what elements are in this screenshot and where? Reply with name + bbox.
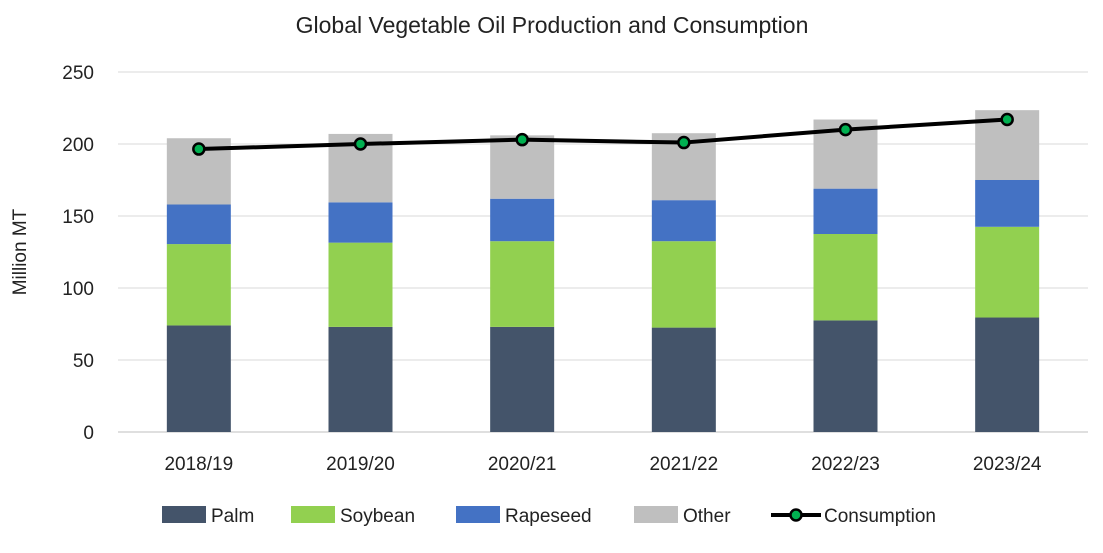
chart-title: Global Vegetable Oil Production and Cons… xyxy=(296,12,809,38)
y-tick-label: 0 xyxy=(83,423,94,444)
bar-palm xyxy=(975,317,1040,432)
x-tick-labels: 2018/19 2019/20 2020/21 2021/22 2022/23 2023/… xyxy=(164,454,1041,475)
legend-swatch xyxy=(162,506,206,523)
x-tick-label: 2023/24 xyxy=(973,454,1042,475)
x-tick-label: 2022/23 xyxy=(811,454,880,475)
bar-soybean xyxy=(166,244,231,326)
legend-label: Rapeseed xyxy=(505,506,592,527)
bar-rapeseed xyxy=(651,200,716,242)
x-tick-label: 2019/20 xyxy=(326,454,395,475)
bar-soybean xyxy=(490,241,555,327)
bar-rapeseed xyxy=(813,188,878,234)
legend-swatch xyxy=(456,506,500,523)
x-tick-label: 2020/21 xyxy=(488,454,557,475)
legend-marker xyxy=(789,508,803,522)
y-tick-label: 250 xyxy=(62,63,94,84)
bar-palm xyxy=(651,327,716,432)
bar-soybean xyxy=(813,234,878,321)
bar-rapeseed xyxy=(975,180,1040,227)
legend-label: Other xyxy=(683,506,731,527)
bar-palm xyxy=(813,320,878,432)
legend-item-palm: Palm xyxy=(162,506,254,527)
bar-rapeseed xyxy=(166,204,231,245)
consumption-point xyxy=(1000,112,1014,127)
gridlines xyxy=(118,71,1088,433)
bars xyxy=(166,110,1040,432)
bar-soybean xyxy=(651,241,716,328)
consumption-point xyxy=(192,142,206,156)
x-tick-label: 2018/19 xyxy=(164,454,233,475)
legend-swatch xyxy=(634,506,678,523)
bar-soybean xyxy=(328,242,393,327)
x-tick-label: 2021/22 xyxy=(649,454,718,475)
legend-label: Consumption xyxy=(824,506,936,527)
legend-swatch xyxy=(291,506,335,523)
consumption-point xyxy=(677,135,691,150)
legend-label: Palm xyxy=(211,506,254,527)
y-tick-label: 200 xyxy=(62,135,94,156)
legend: Palm Soybean Rapeseed Other Consumption xyxy=(162,506,936,527)
bar-soybean xyxy=(975,226,1040,318)
legend-item-soybean: Soybean xyxy=(291,506,415,527)
consumption-point xyxy=(515,132,529,147)
legend-item-rapeseed: Rapeseed xyxy=(456,506,592,527)
y-tick-label: 50 xyxy=(73,351,94,372)
legend-item-other: Other xyxy=(634,506,731,527)
legend-item-consumption: Consumption xyxy=(771,506,936,527)
consumption-line xyxy=(198,117,1008,152)
y-tick-label: 100 xyxy=(62,279,94,300)
y-tick-labels: 0 50 100 150 200 250 xyxy=(62,63,94,444)
bar-palm xyxy=(328,326,393,432)
consumption-point xyxy=(838,122,853,137)
consumption-line-layer xyxy=(192,112,1014,156)
bar-palm xyxy=(166,325,231,432)
bar-palm xyxy=(490,326,555,432)
y-tick-label: 150 xyxy=(62,207,94,228)
y-axis-label: Million MT xyxy=(10,208,31,295)
bar-rapeseed xyxy=(490,198,555,242)
legend-label: Soybean xyxy=(340,506,415,527)
consumption-point xyxy=(353,137,368,151)
bar-rapeseed xyxy=(328,202,393,243)
